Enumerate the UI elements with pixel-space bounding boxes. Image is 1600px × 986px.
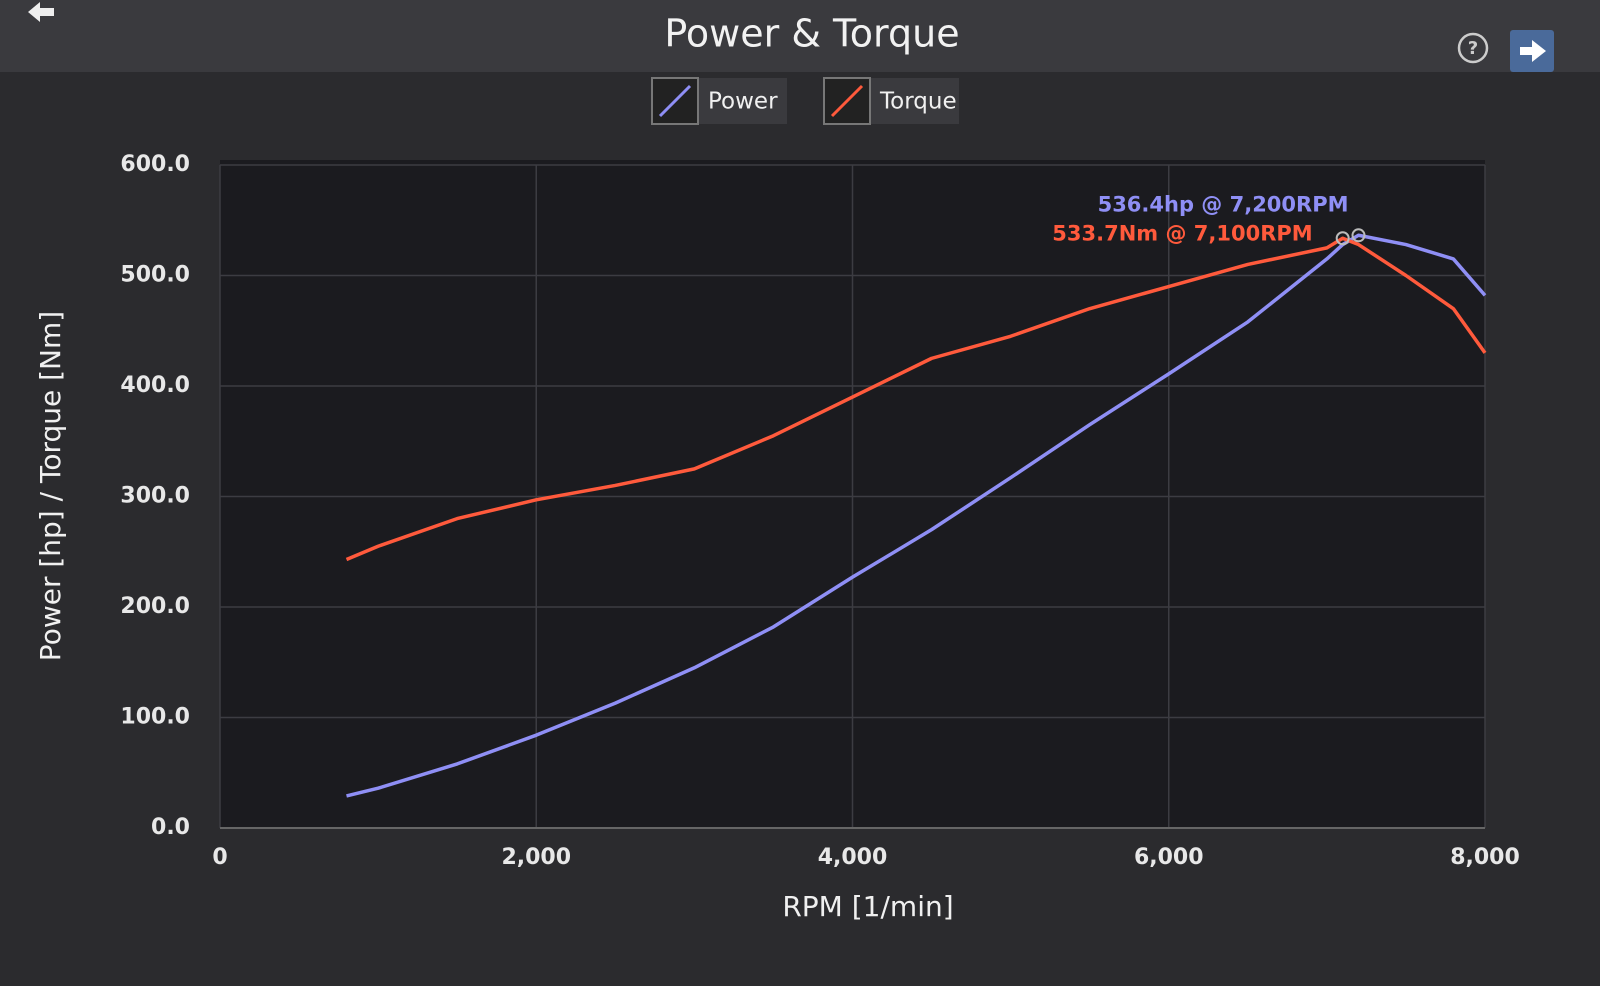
title-bar: [0, 0, 1600, 72]
y-tick-label: 300.0: [120, 484, 190, 509]
line-series: [345, 236, 1487, 562]
x-tick-label: 6,000: [1134, 845, 1204, 870]
peak-annotation: 533.7Nm @ 7,100RPM: [1052, 221, 1312, 245]
y-tick-label: 500.0: [120, 263, 190, 288]
y-tick-label: 0.0: [151, 815, 190, 840]
next-button[interactable]: [1510, 30, 1554, 72]
chart-title: Power & Torque: [664, 12, 959, 56]
legend-swatch-line: [830, 84, 864, 118]
legend-item: Torque: [823, 77, 959, 125]
help-button[interactable]: ?: [1457, 32, 1489, 64]
line-series: [346, 233, 1487, 798]
legend-item: Power: [651, 77, 787, 125]
x-tick-label: 8,000: [1450, 845, 1520, 870]
legend-swatch-line: [658, 84, 692, 118]
legend-label: Torque: [879, 89, 957, 115]
svg-text:?: ?: [1468, 38, 1478, 59]
peak-annotation: 536.4hp @ 7,200RPM: [1098, 192, 1349, 216]
x-tick-label: 2,000: [501, 845, 571, 870]
y-tick-label: 100.0: [120, 705, 190, 730]
y-axis-label: Power [hp] / Torque [Nm]: [34, 311, 67, 661]
y-tick-label: 600.0: [120, 152, 190, 177]
legend-label: Power: [708, 89, 778, 115]
peak-marker: [1351, 228, 1366, 243]
back-button[interactable]: [28, 2, 54, 22]
x-tick-label: 4,000: [818, 845, 888, 870]
y-tick-label: 200.0: [120, 594, 190, 619]
x-tick-label: 0: [212, 845, 227, 870]
peak-marker: [1335, 231, 1350, 246]
x-axis-label: RPM [1/min]: [782, 890, 953, 923]
legend: Power Torque: [651, 77, 959, 125]
y-tick-label: 400.0: [120, 373, 190, 398]
